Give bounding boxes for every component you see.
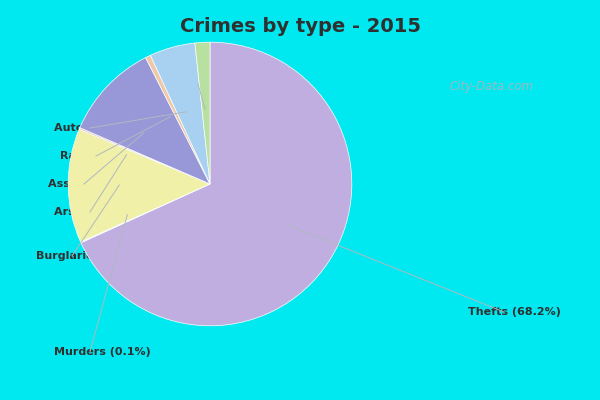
Wedge shape: [68, 129, 210, 242]
Wedge shape: [146, 55, 210, 184]
Text: Thefts (68.2%): Thefts (68.2%): [468, 307, 561, 317]
Text: Assaults (11.0%): Assaults (11.0%): [48, 179, 154, 189]
Wedge shape: [79, 128, 210, 184]
Text: Crimes by type - 2015: Crimes by type - 2015: [179, 17, 421, 36]
Text: Arson (0.2%): Arson (0.2%): [54, 207, 135, 217]
Text: Murders (0.1%): Murders (0.1%): [54, 347, 151, 357]
Wedge shape: [195, 42, 210, 184]
Text: Burglaries (13.0%): Burglaries (13.0%): [36, 251, 153, 261]
Wedge shape: [151, 43, 210, 184]
Text: City-Data.com: City-Data.com: [450, 80, 534, 93]
Text: Auto thefts (5.2%): Auto thefts (5.2%): [54, 123, 170, 133]
Wedge shape: [80, 58, 210, 184]
Wedge shape: [81, 42, 352, 326]
Text: Rapes (0.6%): Rapes (0.6%): [60, 151, 143, 161]
Text: Robberies (1.7%): Robberies (1.7%): [162, 79, 270, 89]
Wedge shape: [80, 184, 210, 243]
